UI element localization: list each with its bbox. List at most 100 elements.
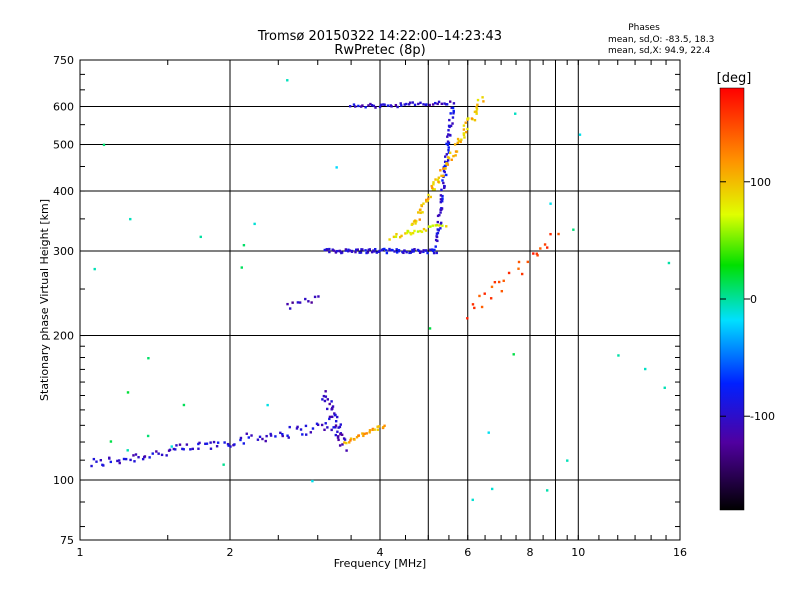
data-point <box>370 104 374 107</box>
data-point <box>432 183 435 186</box>
data-point <box>417 102 420 106</box>
data-point <box>326 398 329 401</box>
data-point <box>122 457 126 461</box>
data-point <box>462 124 466 127</box>
data-point <box>452 112 455 115</box>
data-point <box>376 425 379 428</box>
data-point <box>436 178 440 182</box>
chart-title: Tromsø 20150322 14:22:00–14:23:43 <box>257 29 502 44</box>
x-tick-label: 10 <box>571 546 585 559</box>
data-point <box>229 445 232 448</box>
data-point <box>449 124 453 128</box>
data-point <box>447 133 450 136</box>
data-point <box>517 267 520 270</box>
data-point <box>245 432 248 435</box>
data-point <box>348 105 352 108</box>
y-tick-label: 400 <box>53 185 74 198</box>
data-point <box>323 399 327 403</box>
data-point <box>441 194 444 198</box>
data-point <box>445 153 448 156</box>
data-point <box>432 251 436 255</box>
data-point <box>456 141 459 145</box>
data-point <box>334 426 337 429</box>
data-point <box>433 248 436 252</box>
data-point <box>448 151 452 155</box>
data-point <box>443 186 446 190</box>
data-point <box>445 162 448 165</box>
data-point <box>535 252 538 255</box>
data-point <box>428 103 431 107</box>
data-point <box>439 221 443 225</box>
data-point <box>459 140 462 144</box>
data-point <box>442 174 445 178</box>
data-point <box>361 248 364 251</box>
data-point <box>247 436 250 439</box>
data-point <box>431 249 435 253</box>
data-point <box>454 154 457 157</box>
data-point <box>440 174 443 178</box>
data-point <box>413 229 416 233</box>
data-point <box>357 104 360 108</box>
data-point <box>422 103 425 106</box>
data-point <box>380 103 383 106</box>
data-points <box>90 79 671 502</box>
data-point <box>400 104 403 107</box>
data-point <box>451 116 455 119</box>
data-point <box>93 267 96 271</box>
data-point <box>371 428 374 432</box>
data-point <box>334 433 338 437</box>
data-point <box>396 105 399 109</box>
data-point <box>405 102 408 106</box>
data-point <box>343 441 346 444</box>
data-point <box>557 232 560 236</box>
data-point <box>253 222 256 226</box>
data-point <box>451 106 455 110</box>
data-point <box>146 434 150 438</box>
data-point <box>374 106 377 109</box>
data-point <box>433 188 436 191</box>
data-point <box>419 101 422 105</box>
data-point <box>242 243 246 247</box>
data-point <box>419 229 422 233</box>
data-point <box>480 305 484 309</box>
data-point <box>462 132 466 135</box>
data-point <box>439 194 443 197</box>
data-point <box>393 250 396 253</box>
data-point <box>411 250 414 253</box>
data-point <box>102 143 106 147</box>
data-point <box>418 218 421 221</box>
data-point <box>250 434 253 437</box>
data-point <box>264 439 267 443</box>
data-point <box>395 251 399 254</box>
data-point <box>549 232 552 236</box>
data-point <box>441 197 444 200</box>
data-point <box>416 230 420 233</box>
data-point <box>441 179 444 182</box>
data-point <box>344 249 348 252</box>
data-point <box>331 407 334 410</box>
data-point <box>447 151 451 154</box>
data-point <box>426 199 430 202</box>
data-point <box>359 105 363 108</box>
data-point <box>408 101 412 104</box>
data-point <box>301 433 304 436</box>
data-point <box>437 180 440 183</box>
data-point <box>265 434 268 438</box>
data-point <box>391 248 394 252</box>
data-point <box>578 133 582 136</box>
data-point <box>191 447 194 451</box>
data-point <box>288 425 291 429</box>
data-point <box>216 441 220 444</box>
data-point <box>373 250 376 253</box>
data-point <box>281 434 284 438</box>
data-point <box>291 301 294 304</box>
data-point <box>438 224 441 227</box>
x-tick-label: 2 <box>227 546 234 559</box>
data-point <box>425 200 428 203</box>
data-point <box>373 428 376 431</box>
data-point <box>413 219 417 222</box>
data-point <box>512 353 515 356</box>
data-point <box>178 443 182 446</box>
data-point <box>326 426 329 429</box>
data-point <box>324 422 327 425</box>
